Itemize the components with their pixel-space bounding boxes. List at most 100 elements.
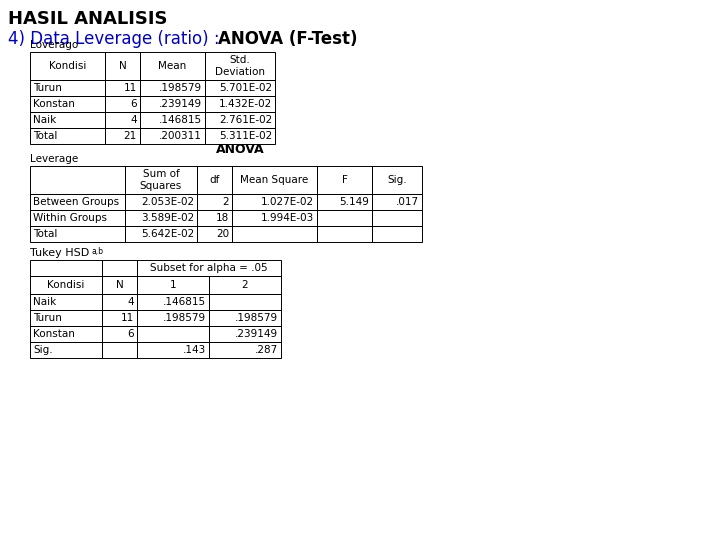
Bar xyxy=(102,310,137,326)
Bar xyxy=(209,310,281,326)
Text: 5.149: 5.149 xyxy=(339,197,369,207)
Bar xyxy=(140,96,205,112)
Bar xyxy=(197,226,232,242)
Text: 5.701E-02: 5.701E-02 xyxy=(219,83,272,93)
Bar xyxy=(105,112,140,128)
Text: Between Groups: Between Groups xyxy=(33,197,119,207)
Bar xyxy=(317,210,372,226)
Text: Sig.: Sig. xyxy=(387,175,407,185)
Text: Kondisi: Kondisi xyxy=(48,280,85,290)
Bar xyxy=(232,194,317,210)
Text: df: df xyxy=(210,175,220,185)
Text: 1.994E-03: 1.994E-03 xyxy=(261,213,314,223)
Text: Subset for alpha = .05: Subset for alpha = .05 xyxy=(150,263,268,273)
Text: .017: .017 xyxy=(396,197,419,207)
Bar xyxy=(30,194,125,210)
Text: .143: .143 xyxy=(183,345,206,355)
Text: .200311: .200311 xyxy=(159,131,202,141)
Bar xyxy=(30,96,105,112)
Text: 4) Data Leverage (ratio) :: 4) Data Leverage (ratio) : xyxy=(8,30,225,48)
Bar xyxy=(317,226,372,242)
Text: Naik: Naik xyxy=(33,297,56,307)
Bar xyxy=(30,260,102,276)
Bar xyxy=(30,276,102,294)
Bar xyxy=(137,294,209,310)
Bar xyxy=(102,294,137,310)
Bar xyxy=(102,342,137,358)
Text: 4: 4 xyxy=(127,297,134,307)
Text: .239149: .239149 xyxy=(235,329,278,339)
Bar xyxy=(140,128,205,144)
Text: .198579: .198579 xyxy=(159,83,202,93)
Text: 1: 1 xyxy=(170,280,176,290)
Text: 4: 4 xyxy=(130,115,137,125)
Bar xyxy=(140,112,205,128)
Bar xyxy=(197,194,232,210)
Text: Mean Square: Mean Square xyxy=(240,175,309,185)
Bar xyxy=(30,128,105,144)
Bar xyxy=(205,96,275,112)
Text: Kondisi: Kondisi xyxy=(49,61,86,71)
Text: 1.027E-02: 1.027E-02 xyxy=(261,197,314,207)
Text: Std.
Deviation: Std. Deviation xyxy=(215,55,265,77)
Text: Tukey HSD: Tukey HSD xyxy=(30,248,89,258)
Bar xyxy=(140,52,205,80)
Text: .287: .287 xyxy=(255,345,278,355)
Text: F: F xyxy=(341,175,348,185)
Bar xyxy=(372,194,422,210)
Text: Turun: Turun xyxy=(33,83,62,93)
Bar xyxy=(102,326,137,342)
Bar xyxy=(125,194,197,210)
Bar xyxy=(30,166,125,194)
Bar xyxy=(105,96,140,112)
Bar xyxy=(209,342,281,358)
Text: Konstan: Konstan xyxy=(33,329,75,339)
Text: .198579: .198579 xyxy=(163,313,206,323)
Text: Konstan: Konstan xyxy=(33,99,75,109)
Text: 2.053E-02: 2.053E-02 xyxy=(141,197,194,207)
Text: a,b: a,b xyxy=(92,247,104,256)
Bar xyxy=(205,112,275,128)
Bar xyxy=(125,226,197,242)
Bar xyxy=(140,80,205,96)
Text: .146815: .146815 xyxy=(159,115,202,125)
Bar xyxy=(205,52,275,80)
Text: 1.432E-02: 1.432E-02 xyxy=(219,99,272,109)
Bar xyxy=(125,166,197,194)
Text: Turun: Turun xyxy=(33,313,62,323)
Text: 11: 11 xyxy=(121,313,134,323)
Bar xyxy=(137,260,281,276)
Bar xyxy=(30,80,105,96)
Text: 21: 21 xyxy=(124,131,137,141)
Bar xyxy=(209,276,281,294)
Bar xyxy=(137,326,209,342)
Text: 2: 2 xyxy=(242,280,248,290)
Bar xyxy=(209,326,281,342)
Bar xyxy=(232,226,317,242)
Text: Total: Total xyxy=(33,131,58,141)
Bar xyxy=(317,194,372,210)
Text: 3.589E-02: 3.589E-02 xyxy=(140,213,194,223)
Bar xyxy=(205,128,275,144)
Bar xyxy=(30,310,102,326)
Bar xyxy=(197,166,232,194)
Text: ANOVA (F-Test): ANOVA (F-Test) xyxy=(218,30,358,48)
Bar xyxy=(372,210,422,226)
Bar xyxy=(209,294,281,310)
Text: 11: 11 xyxy=(124,83,137,93)
Bar xyxy=(125,210,197,226)
Bar xyxy=(105,52,140,80)
Bar xyxy=(30,294,102,310)
Text: 5.642E-02: 5.642E-02 xyxy=(140,229,194,239)
Text: 20: 20 xyxy=(216,229,229,239)
Bar xyxy=(137,342,209,358)
Text: 6: 6 xyxy=(127,329,134,339)
Bar xyxy=(205,80,275,96)
Bar xyxy=(30,52,105,80)
Text: .198579: .198579 xyxy=(235,313,278,323)
Bar xyxy=(30,326,102,342)
Text: Within Groups: Within Groups xyxy=(33,213,107,223)
Bar xyxy=(30,226,125,242)
Text: Mean: Mean xyxy=(158,61,186,71)
Bar xyxy=(372,166,422,194)
